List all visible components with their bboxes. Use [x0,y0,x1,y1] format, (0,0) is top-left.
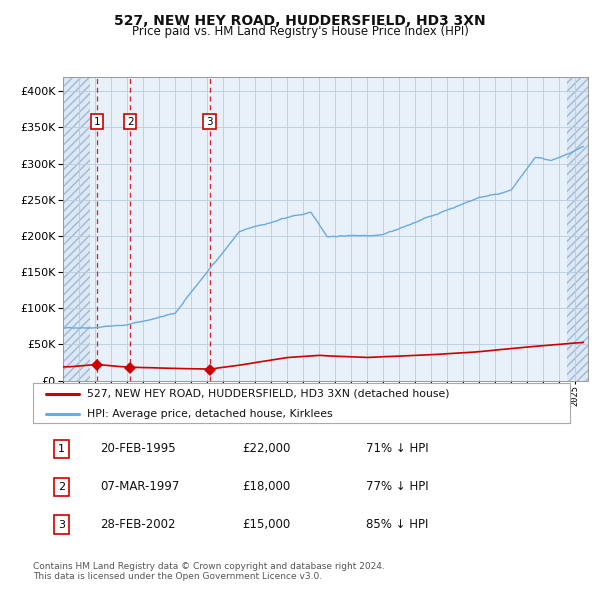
Text: 28-FEB-2002: 28-FEB-2002 [100,518,176,531]
Text: £15,000: £15,000 [242,518,290,531]
Text: 07-MAR-1997: 07-MAR-1997 [100,480,179,493]
Text: 2: 2 [127,117,133,126]
Text: 71% ↓ HPI: 71% ↓ HPI [366,442,428,455]
Text: 2: 2 [58,482,65,491]
Text: 3: 3 [58,520,65,529]
Text: 527, NEW HEY ROAD, HUDDERSFIELD, HD3 3XN (detached house): 527, NEW HEY ROAD, HUDDERSFIELD, HD3 3XN… [87,389,449,399]
Text: £22,000: £22,000 [242,442,291,455]
Text: 1: 1 [58,444,65,454]
Text: 3: 3 [206,117,213,126]
Text: 527, NEW HEY ROAD, HUDDERSFIELD, HD3 3XN: 527, NEW HEY ROAD, HUDDERSFIELD, HD3 3XN [114,14,486,28]
Text: 20-FEB-1995: 20-FEB-1995 [100,442,176,455]
Text: £18,000: £18,000 [242,480,290,493]
Text: Price paid vs. HM Land Registry's House Price Index (HPI): Price paid vs. HM Land Registry's House … [131,25,469,38]
Text: Contains HM Land Registry data © Crown copyright and database right 2024.: Contains HM Land Registry data © Crown c… [33,562,385,571]
Text: HPI: Average price, detached house, Kirklees: HPI: Average price, detached house, Kirk… [87,409,332,419]
Text: This data is licensed under the Open Government Licence v3.0.: This data is licensed under the Open Gov… [33,572,322,581]
Text: 77% ↓ HPI: 77% ↓ HPI [366,480,428,493]
Text: 1: 1 [94,117,100,126]
Text: 85% ↓ HPI: 85% ↓ HPI [366,518,428,531]
